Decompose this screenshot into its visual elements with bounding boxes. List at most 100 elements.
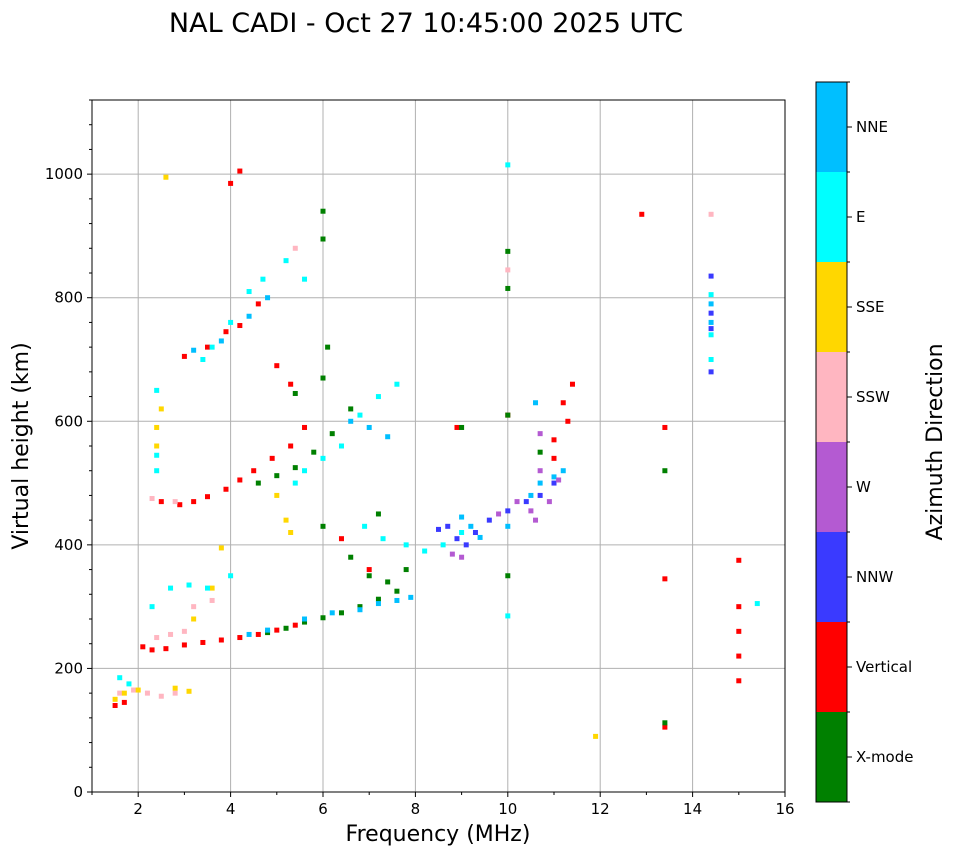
x-tick-label: 2 xyxy=(133,800,143,818)
data-point xyxy=(292,245,298,251)
data-point xyxy=(505,508,511,514)
colorbar-segment xyxy=(816,442,847,532)
colorbar-segment xyxy=(816,712,847,802)
data-point xyxy=(292,480,298,486)
data-point xyxy=(265,295,271,301)
data-point xyxy=(158,693,164,699)
colorbar-segment xyxy=(816,172,847,262)
data-point xyxy=(380,536,386,542)
data-point xyxy=(237,323,243,329)
data-point xyxy=(283,258,289,264)
data-point xyxy=(181,628,187,634)
data-point xyxy=(158,406,164,412)
data-point xyxy=(205,494,210,500)
data-point xyxy=(251,468,257,474)
data-point xyxy=(205,585,210,591)
data-point xyxy=(181,353,187,359)
data-point xyxy=(708,332,714,338)
data-point xyxy=(140,644,146,650)
plot-area: 2 4 6 8 10 12 14 16 0 200 400 600 800 1000 xyxy=(45,99,795,818)
data-point xyxy=(186,582,192,588)
grid-lines xyxy=(92,100,786,793)
y-axis-label: Virtual height (km) xyxy=(9,342,34,549)
data-point xyxy=(662,724,668,730)
data-point xyxy=(560,468,566,474)
data-point xyxy=(593,733,599,739)
data-point xyxy=(311,449,317,455)
data-point xyxy=(292,390,298,396)
data-point xyxy=(302,424,308,430)
data-point xyxy=(218,338,224,344)
data-point xyxy=(186,688,192,694)
data-point xyxy=(533,400,539,406)
data-point xyxy=(135,687,141,693)
data-point xyxy=(375,394,381,400)
data-point xyxy=(172,690,178,696)
data-point xyxy=(144,690,150,696)
data-point xyxy=(292,622,298,628)
data-point xyxy=(486,517,492,523)
data-point xyxy=(168,631,174,637)
data-point xyxy=(149,604,155,610)
data-point xyxy=(477,534,483,540)
data-point xyxy=(274,363,280,369)
colorbar-tick-label: SSE xyxy=(856,298,885,316)
y-tick-label: 800 xyxy=(54,289,83,307)
data-point xyxy=(292,465,298,471)
data-point xyxy=(121,699,127,705)
data-point xyxy=(546,499,552,505)
series-sse xyxy=(112,174,599,739)
data-point xyxy=(357,604,363,610)
data-point xyxy=(255,480,261,486)
colorbar-tick-label: SSW xyxy=(856,388,890,406)
data-point xyxy=(283,517,289,523)
data-point xyxy=(228,180,234,186)
data-point xyxy=(209,344,215,350)
data-point xyxy=(274,627,280,633)
data-point xyxy=(163,174,169,180)
data-point xyxy=(172,685,178,691)
data-point xyxy=(459,530,465,535)
data-point xyxy=(537,468,543,474)
data-point xyxy=(223,486,229,492)
data-point xyxy=(302,276,308,282)
y-tick-label: 400 xyxy=(54,536,83,554)
data-point xyxy=(348,554,354,560)
colorbar-segment xyxy=(816,262,847,352)
data-point xyxy=(537,431,543,437)
data-point xyxy=(551,437,557,443)
data-point xyxy=(237,168,243,174)
data-point xyxy=(708,273,714,279)
data-point xyxy=(154,635,160,641)
data-point xyxy=(436,526,441,532)
data-point xyxy=(754,601,760,607)
data-point xyxy=(565,418,571,424)
data-point xyxy=(154,443,160,449)
data-point xyxy=(205,344,210,350)
data-point xyxy=(260,276,266,282)
data-point xyxy=(375,601,381,607)
data-point xyxy=(736,628,742,634)
colorbar-tick-label: E xyxy=(856,208,865,226)
colorbar-tick-label: NNW xyxy=(856,568,893,586)
data-point xyxy=(537,449,543,455)
data-point xyxy=(228,573,234,579)
data-point xyxy=(320,236,326,242)
colorbar-tick-label: X-mode xyxy=(856,748,913,766)
data-point xyxy=(302,619,308,625)
data-point xyxy=(394,381,400,387)
data-point xyxy=(288,530,294,535)
data-point xyxy=(338,610,344,616)
data-point xyxy=(320,208,326,214)
data-point xyxy=(472,530,478,535)
data-point xyxy=(329,610,335,616)
data-point xyxy=(523,499,529,505)
data-point xyxy=(537,480,543,486)
data-point xyxy=(449,551,455,557)
x-tick-label: 10 xyxy=(498,800,517,818)
data-point xyxy=(385,434,391,440)
data-point xyxy=(468,523,474,529)
colorbar-tick-label: W xyxy=(856,478,871,496)
series-nnw xyxy=(436,273,714,548)
